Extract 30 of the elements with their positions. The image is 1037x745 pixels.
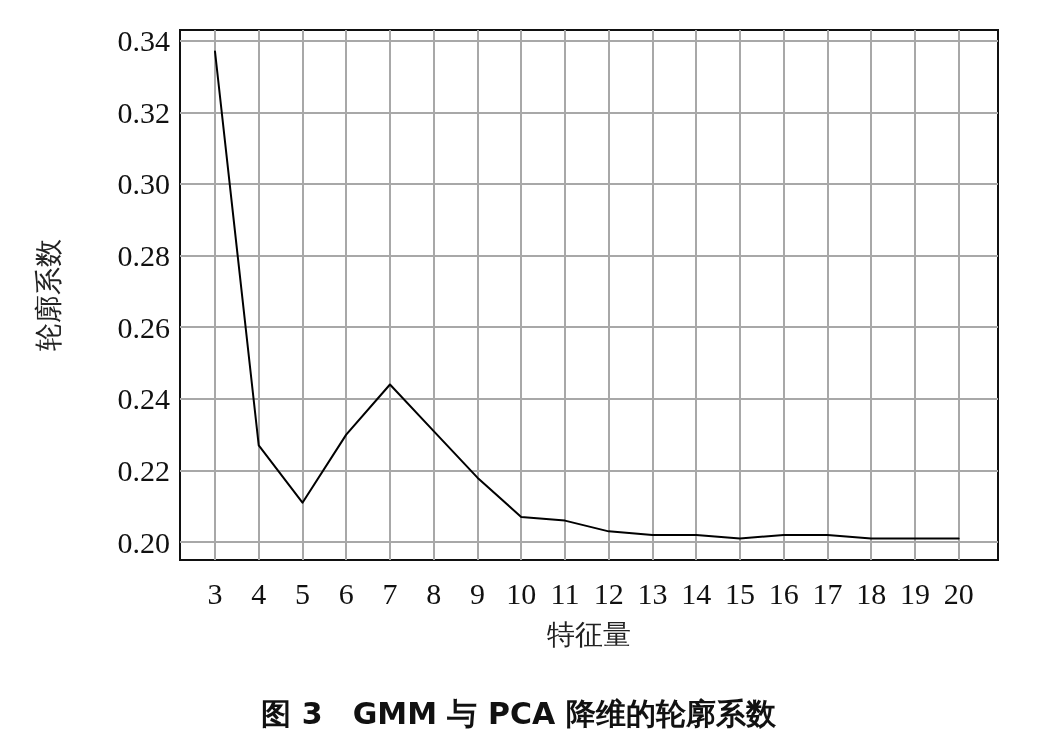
x-tick-label: 6 <box>338 576 354 610</box>
x-tick-label: 16 <box>768 576 799 610</box>
x-tick-label: 17 <box>812 576 843 610</box>
x-tick-label: 9 <box>469 576 485 610</box>
x-tick-label: 7 <box>382 576 398 610</box>
x-tick-label: 19 <box>899 576 930 610</box>
x-tick-label: 3 <box>207 576 223 610</box>
x-tick-label: 10 <box>506 576 537 610</box>
line-series <box>213 50 960 540</box>
x-tick-label: 4 <box>251 576 267 610</box>
y-tick-label: 0.28 <box>117 239 170 273</box>
y-tick-label: 0.32 <box>117 95 170 129</box>
x-tick-label: 8 <box>426 576 442 610</box>
y-tick-label: 0.30 <box>117 167 170 201</box>
x-tick-label: 14 <box>681 576 712 610</box>
y-tick-label: 0.20 <box>117 525 170 559</box>
x-axis-title: 特征量 <box>547 617 631 651</box>
text: 图 3 GMM 与 PCA 降维的轮廓系数 <box>261 695 777 731</box>
y-tick-label: 0.26 <box>117 310 170 344</box>
x-tick-label: 18 <box>856 576 887 610</box>
y-tick-label: 0.22 <box>117 453 170 487</box>
x-tick-label: 5 <box>294 576 310 610</box>
x-tick-label: 15 <box>724 576 755 610</box>
x-tick-label: 13 <box>637 576 668 610</box>
x-tick-label: 20 <box>943 576 974 610</box>
y-tick-label: 0.24 <box>117 382 170 416</box>
x-tick-label: 12 <box>593 576 624 610</box>
y-tick-label: 0.34 <box>117 24 170 58</box>
x-tick-label: 11 <box>550 576 580 610</box>
y-axis-title: 轮廓系数 <box>31 239 65 351</box>
